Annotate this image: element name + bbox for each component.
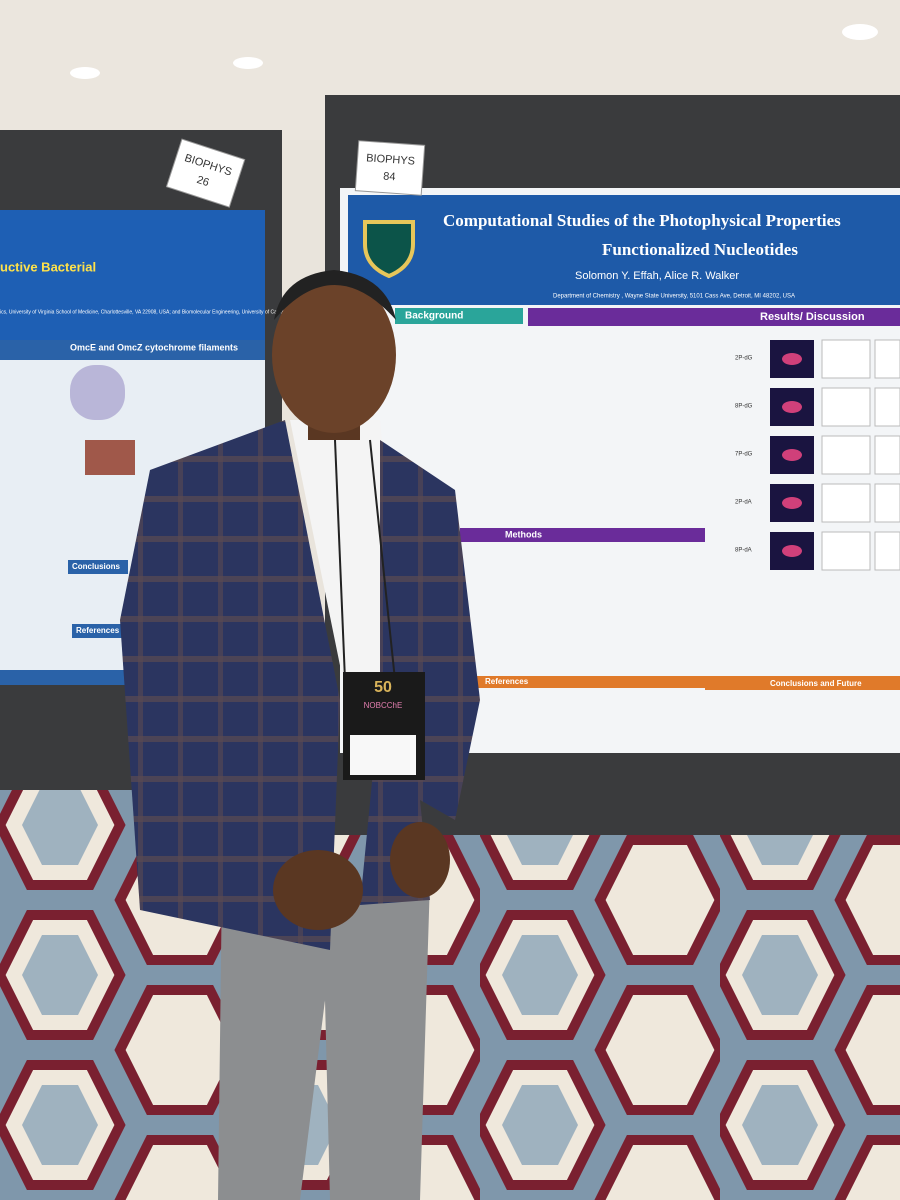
row-label: 8P-dG	[735, 404, 753, 410]
plot	[821, 435, 871, 475]
tag-number: 84	[383, 170, 396, 183]
poster-title: Computational Studies of the Photophysic…	[443, 211, 841, 230]
poster-header	[0, 210, 265, 340]
poster-title: uctive Bacterial	[0, 259, 96, 274]
person: 50 NOBCChE	[120, 270, 480, 1200]
plot	[874, 435, 900, 475]
section-title: Background	[405, 311, 463, 322]
plot	[874, 483, 900, 523]
heatmap-spot	[782, 449, 802, 461]
badge-org: NOBCChE	[364, 701, 403, 710]
poster-affiliation: Department of Chemistry , Wayne State Un…	[553, 294, 795, 300]
section-head	[68, 560, 128, 574]
plot	[821, 339, 871, 379]
section-head	[395, 308, 523, 324]
row-label: 7P-dG	[735, 452, 753, 458]
tag: BIOPHYS 26	[165, 138, 246, 208]
carpet	[0, 780, 900, 1200]
tag-number: 26	[195, 174, 210, 189]
section-title: Conclusions	[72, 562, 121, 571]
tag: BIOPHYS 84	[354, 140, 426, 196]
section-title: Results/ Discussion	[760, 311, 865, 323]
row-label: 2P-dA	[735, 500, 752, 506]
ceiling-light	[842, 24, 878, 40]
section-head	[58, 340, 253, 356]
poster-authors: Solomon Y. Effah, Alice R. Walker	[575, 270, 739, 282]
plot	[821, 483, 871, 523]
figure	[85, 440, 135, 475]
tag-label: BIOPHYS	[366, 152, 416, 167]
row-label: 2P-dG	[735, 356, 753, 362]
plot	[874, 387, 900, 427]
plot	[874, 339, 900, 379]
section-head	[528, 308, 900, 326]
plot	[821, 531, 871, 571]
section-title: OmcE and OmcZ cytochrome filaments	[70, 342, 238, 352]
section-title: References	[485, 677, 529, 686]
figure	[70, 365, 125, 420]
heatmap-spot	[782, 353, 802, 365]
figure-grid: 2P-dG 8P-dG 7P-dG 2P-dA 8P-dA	[735, 339, 900, 571]
heatmap-spot	[782, 545, 802, 557]
poster-affiliation: ics, University of Virginia School of Me…	[0, 309, 340, 315]
heatmap-spot	[782, 497, 802, 509]
section-head	[72, 624, 128, 638]
row-label: 8P-dA	[735, 548, 752, 554]
section-title: References	[76, 626, 120, 635]
section-head	[460, 528, 705, 542]
plot	[874, 531, 900, 571]
section-head	[455, 676, 705, 688]
section-title: Conclusions and Future	[770, 679, 862, 688]
section-title: Methods	[505, 529, 542, 539]
ceiling-light	[70, 67, 100, 79]
badge-logo: 50	[374, 679, 392, 696]
plot	[821, 387, 871, 427]
heatmap-spot	[782, 401, 802, 413]
poster-header	[348, 195, 900, 305]
logo	[363, 220, 415, 279]
poster-title: Functionalized Nucleotides	[602, 240, 798, 259]
ceiling-light	[233, 57, 263, 69]
section-head	[705, 676, 900, 690]
